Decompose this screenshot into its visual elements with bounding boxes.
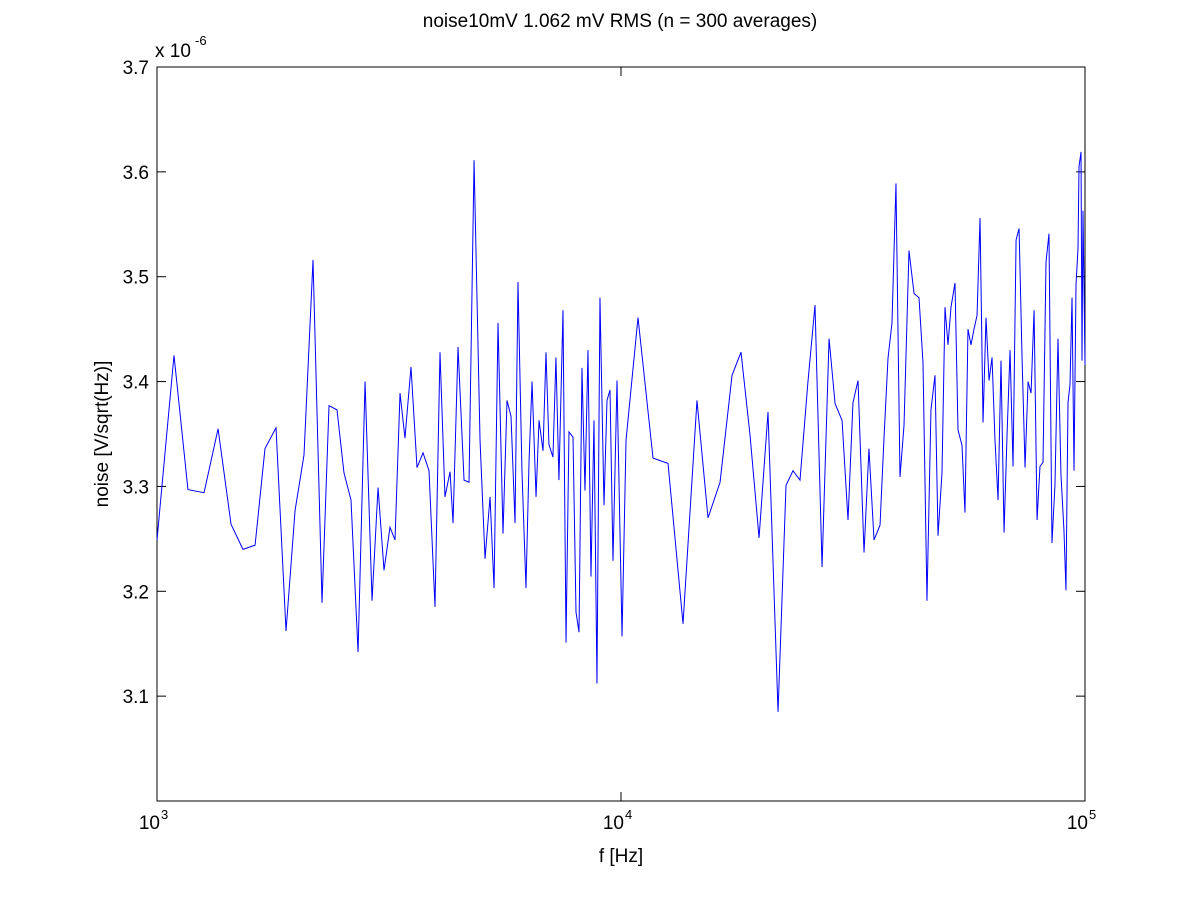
x-tick-exponent: 4 (625, 807, 632, 822)
y-tick-label: 3.2 (123, 582, 149, 603)
y-tick-label: 3.6 (123, 163, 149, 184)
x-tick-exponent: 5 (1089, 807, 1096, 822)
x-tick-exponent: 3 (161, 807, 168, 822)
chart-title: noise10mV 1.062 mV RMS (n = 300 averages… (423, 11, 817, 32)
y-axis-label: noise [V/sqrt(Hz)] (92, 361, 113, 508)
y-tick-label: 3.3 (123, 477, 149, 498)
y-tick-label: 3.1 (123, 687, 149, 708)
y-multiplier: x 10 (155, 41, 191, 62)
y-tick-label: 3.5 (123, 268, 149, 289)
y-multiplier-exponent: -6 (195, 33, 207, 48)
x-tick-label: 10 (1067, 813, 1088, 834)
plot-box (156, 66, 1086, 802)
data-line (156, 151, 1086, 712)
y-tick-label: 3.7 (123, 58, 149, 79)
x-tick-label: 10 (139, 813, 160, 834)
x-axis-label: f [Hz] (599, 846, 643, 867)
x-tick-label: 10 (603, 813, 624, 834)
y-tick-label: 3.4 (123, 373, 150, 394)
